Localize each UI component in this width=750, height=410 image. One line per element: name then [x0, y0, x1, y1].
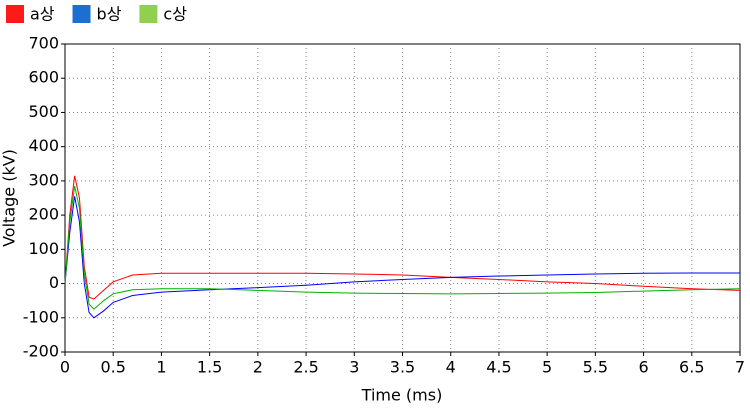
series-line [64, 196, 740, 319]
series-line [64, 175, 741, 300]
legend-label: a상 [30, 5, 55, 24]
legend-swatch [139, 5, 158, 23]
y-tick-label: 500 [28, 102, 59, 121]
x-tick-label: 2 [253, 358, 263, 377]
x-tick-label: 4 [446, 358, 456, 377]
legend-label: b상 [97, 5, 122, 24]
x-tick-label: 5 [542, 358, 552, 377]
x-tick-label: 0.5 [100, 358, 125, 377]
legend-swatch [6, 5, 24, 23]
x-tick-label: 0 [60, 358, 70, 377]
legend-label: c상 [163, 5, 187, 24]
y-tick-label: 300 [28, 170, 59, 189]
x-tick-label: 3 [349, 358, 359, 377]
y-tick-label: 0 [49, 273, 59, 292]
x-tick-label: 4.5 [486, 358, 511, 377]
y-tick-label: 400 [28, 136, 59, 155]
y-tick-label: -200 [23, 342, 59, 361]
x-tick-label: 6 [638, 358, 648, 377]
y-axis-label: Voltage (kV) [0, 149, 19, 247]
x-tick-label: 1 [156, 358, 166, 377]
y-tick-label: 700 [28, 34, 59, 53]
x-tick-label: 7 [735, 358, 745, 377]
x-tick-label: 1.5 [197, 358, 222, 377]
x-tick-label: 2.5 [293, 358, 318, 377]
legend-swatch [72, 5, 91, 23]
x-axis-label: Time (ms) [361, 386, 443, 405]
series-line [64, 185, 741, 310]
plot-frame [64, 43, 741, 353]
y-tick-label: -100 [23, 307, 59, 326]
y-tick-label: 600 [28, 68, 59, 87]
y-tick-label: 100 [28, 239, 59, 258]
y-tick-label: 200 [28, 205, 59, 224]
x-tick-label: 3.5 [390, 358, 415, 377]
x-tick-label: 5.5 [583, 358, 608, 377]
x-tick-label: 6.5 [679, 358, 704, 377]
